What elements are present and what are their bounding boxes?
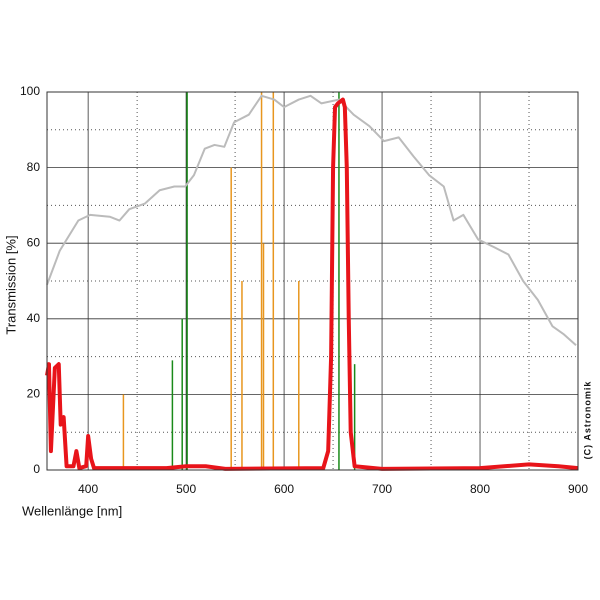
x-tick-label: 700 [372,482,392,496]
curve [46,94,577,347]
curve [45,97,579,471]
y-tick-label: 40 [27,311,41,325]
y-tick-label: 60 [27,235,41,249]
x-tick-label: 800 [470,482,490,496]
y-axis-label: Transmission [%] [3,235,18,334]
x-axis-label: Wellenlänge [nm] [22,503,122,518]
x-tick-label: 600 [274,482,294,496]
y-tick-label: 80 [27,160,41,174]
y-tick-label: 0 [33,462,40,476]
y-tick-label: 100 [20,84,40,98]
x-tick-label: 900 [568,482,588,496]
y-tick-label: 20 [27,387,41,401]
credit: (C) Astronomik [582,381,592,460]
plot-frame [46,91,579,471]
x-tick-label: 500 [176,482,196,496]
x-tick-label: 400 [78,482,98,496]
